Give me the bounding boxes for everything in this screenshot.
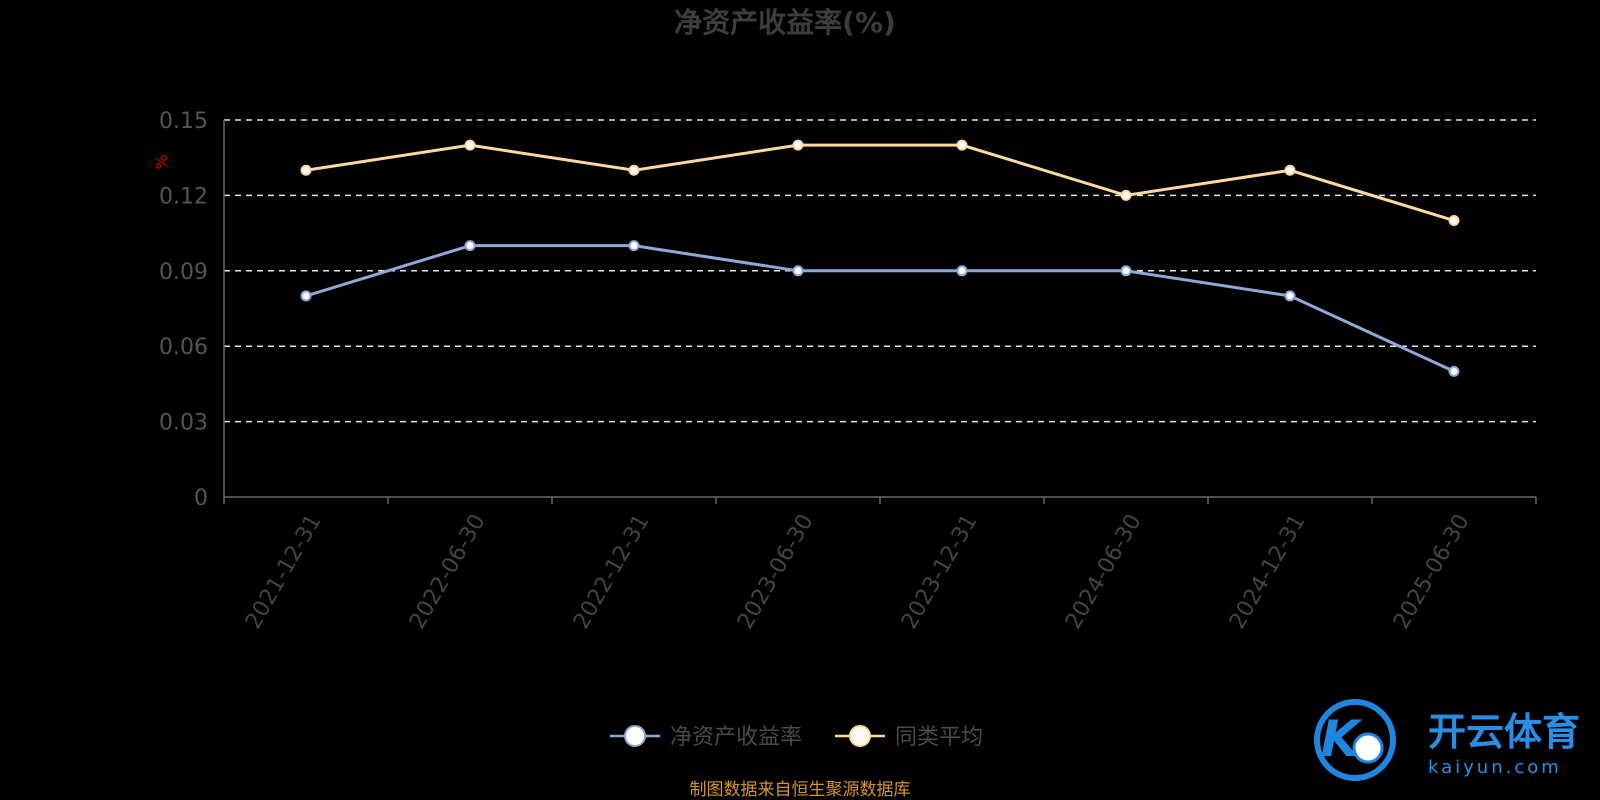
y-tick-label: 0.03 <box>159 411 208 436</box>
y-axis-ticks: 0 0.03 0.06 0.09 0.12 0.15 <box>159 109 208 511</box>
axes <box>223 120 1537 504</box>
data-source-note: 制图数据来自恒生聚源数据库 <box>690 780 911 800</box>
legend-item-series-0[interactable]: 净资产收益率 <box>610 725 802 750</box>
x-tick-label: 2023-06-30 <box>733 510 819 633</box>
data-point-series-1[interactable] <box>300 164 312 176</box>
data-point-series-1[interactable] <box>956 139 968 151</box>
data-point-series-0[interactable] <box>1448 365 1460 377</box>
y-axis-unit: % <box>152 154 171 169</box>
y-tick-label: 0.12 <box>159 184 208 209</box>
series-points <box>300 139 1460 377</box>
data-point-series-0[interactable] <box>300 290 312 302</box>
data-point-series-1[interactable] <box>1284 164 1296 176</box>
series-lines <box>305 143 1455 373</box>
legend-marker-series-1 <box>849 725 871 747</box>
x-axis-ticks: 2021-12-31 2022-06-30 2022-12-31 2023-06-30… <box>241 510 1475 633</box>
data-point-series-0[interactable] <box>956 265 968 277</box>
data-point-series-0[interactable] <box>1284 290 1296 302</box>
grid-lines <box>224 119 1536 423</box>
kaiyun-logo: K 开云体育 kaiyun.com <box>1314 699 1580 781</box>
y-tick-label: 0.15 <box>159 109 208 134</box>
x-tick-label: 2021-12-31 <box>241 510 327 633</box>
logo-chinese-text: 开云体育 <box>1428 710 1580 754</box>
data-point-series-0[interactable] <box>464 240 476 252</box>
logo-ring-icon <box>1314 699 1396 781</box>
series-line-1 <box>305 143 1455 222</box>
x-tick-label: 2024-12-31 <box>1225 510 1311 633</box>
data-point-series-0[interactable] <box>792 265 804 277</box>
legend-label-series-1: 同类平均 <box>895 725 983 750</box>
y-tick-label: 0.09 <box>159 260 208 285</box>
data-point-series-1[interactable] <box>1120 189 1132 201</box>
legend-item-series-1[interactable]: 同类平均 <box>835 725 983 750</box>
legend-marker-series-0 <box>624 725 646 747</box>
soccer-ball-icon <box>1352 732 1384 764</box>
legend[interactable]: 净资产收益率 同类平均 <box>610 725 983 750</box>
legend-label-series-0: 净资产收益率 <box>670 725 802 750</box>
y-tick-label: 0 <box>194 486 208 511</box>
chart-title: 净资产收益率(%) <box>674 6 896 39</box>
data-point-series-0[interactable] <box>1120 265 1132 277</box>
y-tick-label: 0.06 <box>159 335 208 360</box>
x-tick-label: 2024-06-30 <box>1061 510 1147 633</box>
x-tick-label: 2022-12-31 <box>569 510 655 633</box>
data-point-series-1[interactable] <box>464 139 476 151</box>
x-tick-label: 2023-12-31 <box>897 510 983 633</box>
data-point-series-1[interactable] <box>1448 215 1460 227</box>
series-line-0 <box>305 244 1455 373</box>
data-point-series-0[interactable] <box>628 240 640 252</box>
x-tick-label: 2022-06-30 <box>405 510 491 633</box>
data-point-series-1[interactable] <box>792 139 804 151</box>
logo-english-text: kaiyun.com <box>1428 757 1562 778</box>
data-point-series-1[interactable] <box>628 164 640 176</box>
x-tick-label: 2025-06-30 <box>1389 510 1475 633</box>
